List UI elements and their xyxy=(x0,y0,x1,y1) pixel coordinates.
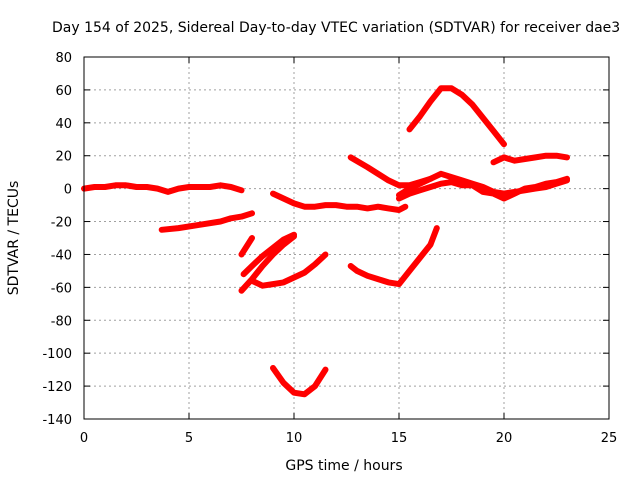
y-tick-label: -60 xyxy=(51,281,72,296)
tick-labels: 80 60 40 20 0 -20 -40 -60 -80 -100 -120 -140 0 5 10 15 2… xyxy=(42,51,617,446)
y-tick-label: -120 xyxy=(42,380,72,395)
y-tick-label: -140 xyxy=(42,413,72,428)
chart-title: Day 154 of 2025, Sidereal Day-to-day VTE… xyxy=(52,20,620,36)
series-line-1 xyxy=(81,182,245,195)
series-line-2 xyxy=(158,210,255,233)
series-line-13 xyxy=(270,365,329,398)
series-line-11 xyxy=(240,231,297,278)
y-tick-label: 20 xyxy=(55,150,72,165)
y-tick-label: 80 xyxy=(55,51,72,66)
series-line-6 xyxy=(490,152,570,166)
x-tick-label: 5 xyxy=(185,431,193,446)
series-line-5 xyxy=(406,85,507,148)
y-tick-label: 40 xyxy=(55,117,72,132)
y-tick-label: 60 xyxy=(55,84,72,99)
y-tick-label: 0 xyxy=(64,183,72,198)
y-axis-label: SDTVAR / TECUs xyxy=(6,181,22,296)
series-line-12 xyxy=(249,251,329,289)
axis-ticks xyxy=(83,56,610,420)
x-tick-label: 15 xyxy=(391,431,408,446)
x-tick-label: 10 xyxy=(286,431,303,446)
x-tick-label: 20 xyxy=(496,431,513,446)
series-line-9 xyxy=(238,235,255,258)
series-line-3 xyxy=(270,190,409,213)
series-line-14 xyxy=(347,225,440,288)
grid xyxy=(84,57,609,419)
y-tick-label: -100 xyxy=(42,347,72,362)
x-tick-label: 0 xyxy=(80,431,88,446)
plot-area xyxy=(81,85,570,398)
y-tick-label: -20 xyxy=(51,216,72,231)
plot-frame xyxy=(83,56,610,420)
x-tick-label: 25 xyxy=(601,431,618,446)
y-tick-label: -40 xyxy=(51,248,72,263)
x-axis-label: GPS time / hours xyxy=(285,458,402,474)
series-line-8 xyxy=(396,175,570,202)
y-tick-label: -80 xyxy=(51,314,72,329)
